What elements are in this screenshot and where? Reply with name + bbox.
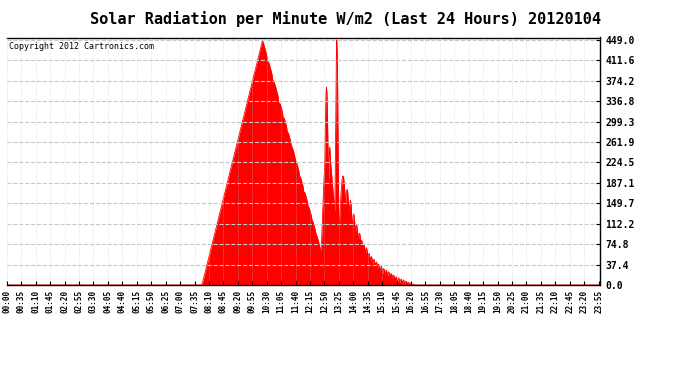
- Text: Solar Radiation per Minute W/m2 (Last 24 Hours) 20120104: Solar Radiation per Minute W/m2 (Last 24…: [90, 11, 600, 27]
- Text: Copyright 2012 Cartronics.com: Copyright 2012 Cartronics.com: [9, 42, 154, 51]
